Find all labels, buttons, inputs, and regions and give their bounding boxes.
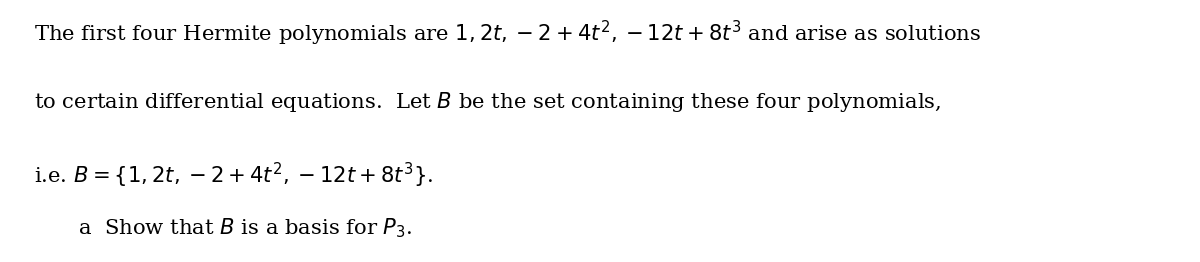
Text: i.e. $B = \{1, 2t, -2+4t^2, -12t+8t^3\}$.: i.e. $B = \{1, 2t, -2+4t^2, -12t+8t^3\}$…	[34, 161, 433, 190]
Text: The first four Hermite polynomials are $1, 2t, -2+4t^2, -12t+8t^3$ and arise as : The first four Hermite polynomials are $…	[34, 18, 980, 47]
Text: a  Show that $B$ is a basis for $P_3$.: a Show that $B$ is a basis for $P_3$.	[78, 216, 413, 240]
Text: to certain differential equations.  Let $B$ be the set containing these four pol: to certain differential equations. Let $…	[34, 90, 941, 114]
